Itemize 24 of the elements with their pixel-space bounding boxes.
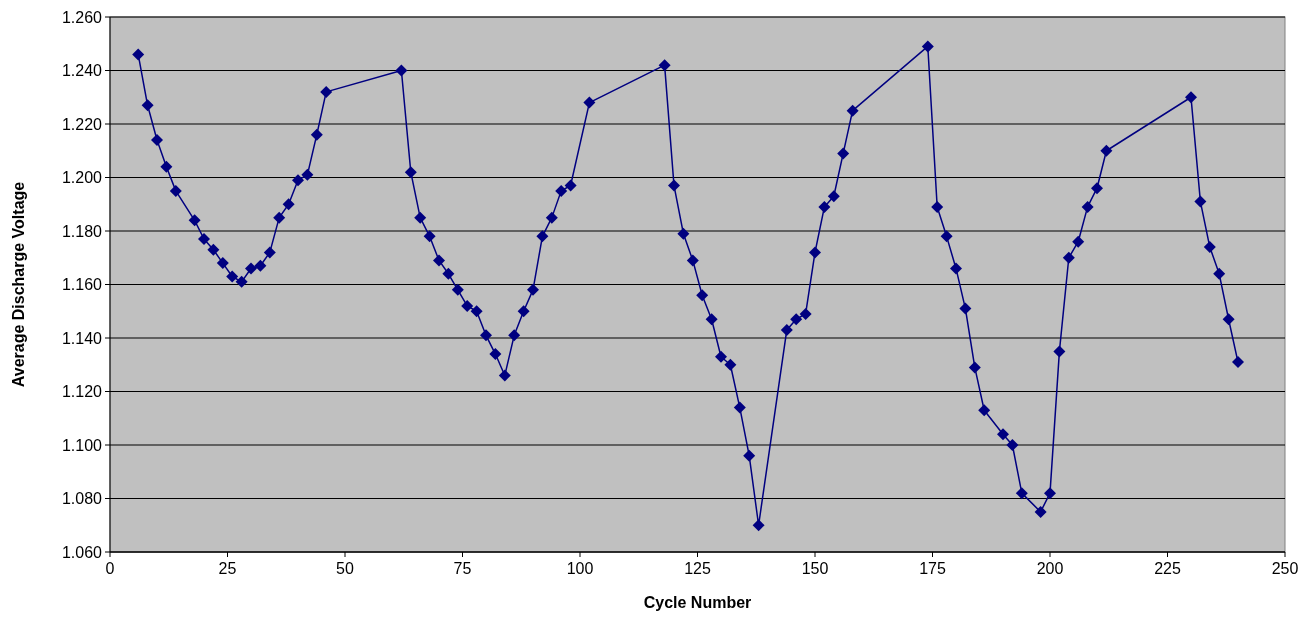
y-tick-label: 1.200 — [61, 169, 103, 187]
y-tick-label: 1.160 — [61, 276, 103, 294]
x-tick-label: 250 — [1271, 560, 1299, 577]
y-axis-title: Average Discharge Voltage — [10, 181, 27, 388]
x-tick-label: 0 — [105, 560, 115, 577]
x-tick-label: 125 — [684, 560, 711, 577]
x-tick-label: 150 — [801, 560, 829, 577]
y-tick-label: 1.120 — [61, 383, 103, 401]
y-tick-label: 1.140 — [61, 329, 103, 347]
x-tick-label: 25 — [218, 560, 237, 577]
y-tick-label: 1.100 — [61, 436, 103, 454]
y-tick-label: 1.240 — [61, 62, 103, 80]
x-tick-label: 100 — [566, 560, 594, 577]
x-tick-label: 50 — [336, 560, 354, 577]
x-tick-label: 225 — [1154, 560, 1181, 577]
x-axis-title: Cycle Number — [643, 594, 752, 611]
x-tick-label: 75 — [453, 560, 472, 577]
y-tick-label: 1.060 — [61, 543, 103, 561]
x-tick-label: 175 — [919, 560, 946, 577]
y-tick-label: 1.180 — [61, 222, 103, 240]
y-tick-label: 1.220 — [61, 115, 103, 133]
x-tick-label: 200 — [1036, 560, 1064, 577]
y-tick-label: 1.080 — [61, 490, 103, 508]
y-tick-label: 1.260 — [61, 8, 103, 26]
